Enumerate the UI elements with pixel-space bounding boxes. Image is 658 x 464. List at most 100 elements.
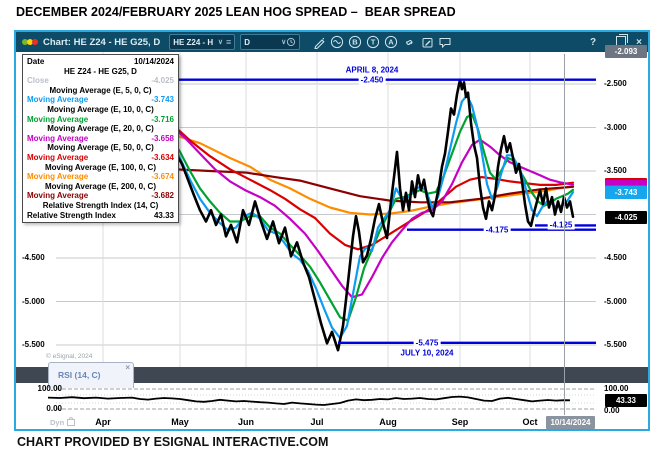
chevron-down-icon[interactable]: ∨ xyxy=(217,39,223,46)
legend-row: Moving Average (E, 5, 0, C) xyxy=(27,86,174,96)
support-line-label: -5.475 xyxy=(413,338,441,348)
legend-row: Moving Average -3.716 xyxy=(27,115,174,125)
support-line-note: JULY 10, 2024 xyxy=(400,348,454,358)
left-axis-label: -4.500 xyxy=(22,253,45,262)
help-button[interactable]: ? xyxy=(590,36,597,48)
link-icon[interactable] xyxy=(400,35,418,50)
legend-item-label: Date xyxy=(27,57,45,66)
legend-study-title: Relative Strength Index (14, C) xyxy=(42,200,159,210)
month-label: Aug xyxy=(379,417,397,427)
rsi-series xyxy=(47,395,571,406)
rsi-tab-label: RSI (14, C) xyxy=(58,370,101,380)
window-titlebar: Chart: HE Z24 - HE G25, D HE Z24 - H ∨ ≡… xyxy=(16,32,648,52)
price-badge: -3.743 xyxy=(605,186,647,199)
close-icon[interactable]: × xyxy=(125,363,130,372)
close-button[interactable]: × xyxy=(636,36,642,48)
legend-row: Relative Strength Index 43.33 xyxy=(27,211,174,221)
legend-item-label: Moving Average xyxy=(27,95,89,105)
month-label: Apr xyxy=(95,417,111,427)
left-axis-label: -5.000 xyxy=(22,297,45,306)
pane-separator[interactable] xyxy=(16,367,648,383)
legend-row: Relative Strength Index (14, C) xyxy=(27,201,174,211)
legend-item-label: Moving Average xyxy=(27,191,89,201)
legend-item-value: -4.025 xyxy=(151,76,174,86)
draw-pencil-icon[interactable] xyxy=(310,35,328,50)
support-line-note: APRIL 8, 2024 xyxy=(345,65,399,75)
legend-row: Moving Average (E, 100, 0, C) xyxy=(27,163,174,173)
legend-row: Moving Average -3.743 xyxy=(27,95,174,105)
support-line-label: -4.125 xyxy=(547,220,575,230)
restore-icon xyxy=(616,33,629,46)
note-edit-icon[interactable] xyxy=(418,35,436,50)
rsi-label-bottom-left: 0.00 xyxy=(46,404,62,413)
esignal-logo-icon xyxy=(22,39,39,45)
svg-text:B: B xyxy=(352,38,358,47)
legend-item-value: 43.33 xyxy=(153,210,174,220)
month-label: Oct xyxy=(522,417,538,427)
dyn-scale-toggle[interactable]: Dyn xyxy=(50,417,76,427)
legend-item-value: -3.682 xyxy=(151,191,174,201)
legend-study-title: Moving Average (E, 100, 0, C) xyxy=(45,162,156,172)
legend-item-label: Moving Average xyxy=(27,114,89,124)
legend-row: Moving Average (E, 50, 0, C) xyxy=(27,143,174,153)
crosshair-vertical-line xyxy=(564,54,565,415)
interval-value: D xyxy=(244,37,250,47)
legend-row: HE Z24 - HE G25, D xyxy=(27,67,174,77)
series-ema-50 xyxy=(120,82,575,251)
chart-client-area: RSI (14, C) × Date 10/14/2024 HE Z24 - HE … xyxy=(16,45,648,429)
legend-item-label: Relative Strength Index xyxy=(27,210,116,220)
rsi-label-top-right: 100.00 xyxy=(604,384,629,393)
dyn-label: Dyn xyxy=(50,418,65,427)
legend-row: Moving Average (E, 200, 0, C) xyxy=(27,182,174,192)
legend-item-label: Moving Average xyxy=(27,172,89,182)
clock-icon xyxy=(287,37,296,47)
svg-text:A: A xyxy=(388,38,394,47)
page-title: DECEMBER 2024/FEBRUARY 2025 LEAN HOG SPR… xyxy=(16,5,456,19)
month-label: May xyxy=(171,417,189,427)
legend-item-value: 10/14/2024 xyxy=(133,57,174,66)
legend-row: Close -4.025 xyxy=(27,76,174,86)
series-close xyxy=(26,78,575,352)
right-axis-label: -3.500 xyxy=(604,166,627,175)
chart-toolbar: B T A xyxy=(310,35,454,50)
left-axis-label: -5.500 xyxy=(22,340,45,349)
rsi-label-top-left: 100.00 xyxy=(37,384,62,393)
legend-study-title: Moving Average (E, 20, 0, C) xyxy=(47,124,154,134)
legend-item-value: -3.743 xyxy=(151,95,174,105)
rsi-pane[interactable] xyxy=(16,383,648,415)
price-badge: -2.093 xyxy=(605,45,647,58)
right-axis-label: -4.500 xyxy=(604,253,627,262)
legend-study-title: HE Z24 - HE G25, D xyxy=(64,66,137,76)
interval-select[interactable]: D ∨ xyxy=(240,34,301,50)
rsi-study-tab[interactable]: RSI (14, C) × xyxy=(48,362,134,388)
legend-study-title: Moving Average (E, 5, 0, C) xyxy=(49,85,152,95)
chat-bubble-icon[interactable] xyxy=(436,35,454,50)
data-window-legend[interactable]: Date 10/14/2024 HE Z24 - HE G25, D Close -4.… xyxy=(22,54,179,224)
menu-icon[interactable]: ≡ xyxy=(225,37,232,47)
right-axis-label: -2.500 xyxy=(604,79,627,88)
legend-item-value: -3.634 xyxy=(151,152,174,162)
symbol-input[interactable]: HE Z24 - H ∨ ≡ xyxy=(169,34,236,50)
symbol-input-value: HE Z24 - H xyxy=(173,37,214,47)
window-title: Chart: HE Z24 - HE G25, D xyxy=(43,36,161,48)
chevron-down-icon[interactable]: ∨ xyxy=(281,39,287,46)
month-label: Jun xyxy=(237,417,255,427)
chart-window: Chart: HE Z24 - HE G25, D HE Z24 - H ∨ ≡… xyxy=(14,30,650,431)
legend-item-value: -3.674 xyxy=(151,172,174,182)
right-axis-label: -5.000 xyxy=(604,297,627,306)
alert-a-icon[interactable]: A xyxy=(382,35,400,50)
month-label: Sep xyxy=(451,417,469,427)
indicator-wave-icon[interactable] xyxy=(328,35,346,50)
lock-icon xyxy=(67,417,76,426)
legend-row: Moving Average -3.674 xyxy=(27,172,174,182)
bar-type-b-icon[interactable]: B xyxy=(346,35,364,50)
legend-row: Moving Average -3.658 xyxy=(27,134,174,144)
legend-item-label: Moving Average xyxy=(27,133,89,143)
text-tool-t-icon[interactable]: T xyxy=(364,35,382,50)
rsi-value-badge: 43.33 xyxy=(605,394,647,407)
legend-row: Date 10/14/2024 xyxy=(27,57,174,67)
legend-row: Moving Average -3.634 xyxy=(27,153,174,163)
legend-row: Moving Average (E, 20, 0, C) xyxy=(27,124,174,134)
axis-badge-sliver xyxy=(605,180,647,189)
